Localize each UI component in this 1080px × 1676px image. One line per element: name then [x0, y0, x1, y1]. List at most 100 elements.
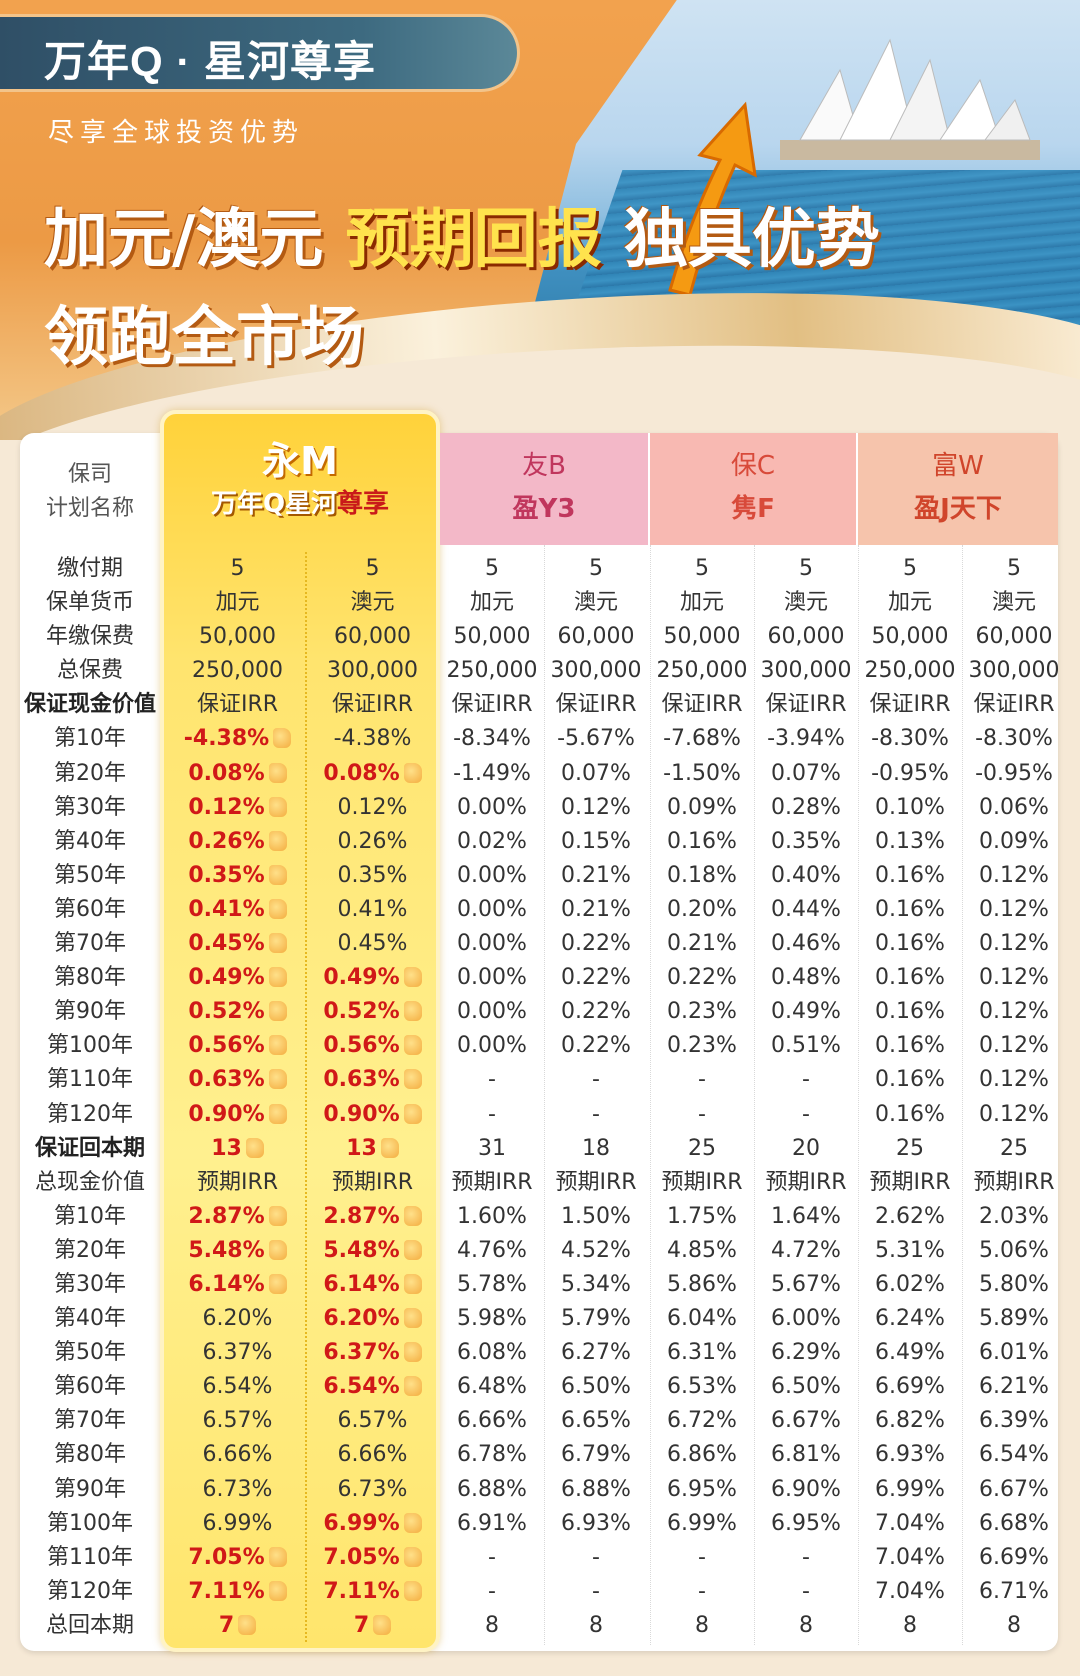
- table-cell: 6.66%: [170, 1438, 305, 1472]
- thumbs-up-icon: [268, 1035, 287, 1056]
- cell-value: 8: [695, 1612, 709, 1638]
- cell-value: 6.78%: [457, 1442, 527, 1468]
- thumbs-up-icon: [268, 898, 287, 919]
- table-cell: 保证IRR: [305, 688, 440, 722]
- cell-value: 7: [218, 1612, 235, 1638]
- cell-value: 60,000: [975, 624, 1053, 650]
- row-label: 保证现金价值: [23, 692, 156, 718]
- thumbs-up-icon: [403, 1342, 422, 1363]
- cell-value: 8: [903, 1612, 917, 1638]
- table-cell: 0.22%: [544, 995, 648, 1029]
- table-cell: 0.22%: [650, 961, 754, 995]
- table-cell: 6.39%: [962, 1404, 1066, 1438]
- thumbs-up-icon: [403, 1103, 422, 1124]
- corner-label-plan: 计划名称: [45, 496, 134, 521]
- table-cell: 6.81%: [754, 1438, 858, 1472]
- cell-value: 6.20%: [323, 1306, 400, 1332]
- row-label: 第90年: [54, 1476, 126, 1502]
- thumbs-up-icon: [268, 762, 287, 783]
- table-row: 第10年 2.87% 2.87% 1.60% 1.50% 1.75% 1.64% 2.62% 2…: [20, 1200, 1058, 1234]
- table-cell: 5.31%: [858, 1234, 962, 1268]
- table-cell: -: [544, 1541, 648, 1575]
- thumbs-up-icon: [268, 1239, 287, 1260]
- cell-value: -: [488, 1544, 496, 1570]
- table-cell: 6.82%: [858, 1404, 962, 1438]
- table-cell: 0.08%: [305, 757, 440, 791]
- table-cell: 6.54%: [962, 1438, 1066, 1472]
- cell-value: 6.49%: [875, 1340, 945, 1366]
- cell-value: 0.07%: [771, 760, 841, 786]
- column-header-company-b: 友B 盈Y3: [440, 433, 648, 545]
- cell-value: 澳元: [350, 590, 395, 616]
- table-cell: -4.38%: [305, 722, 440, 756]
- table-cell: -1.49%: [440, 757, 544, 791]
- row-label: 第70年: [54, 1408, 126, 1434]
- table-row: 第30年 0.12% 0.12% 0.00% 0.12% 0.09% 0.28% 0.10% 0…: [20, 791, 1058, 825]
- row-label: 保单货币: [45, 590, 134, 616]
- table-cell: 0.40%: [754, 859, 858, 893]
- table-cell: 8: [962, 1609, 1066, 1643]
- table-cell: 6.93%: [544, 1507, 648, 1541]
- cell-value: 2.03%: [979, 1203, 1049, 1229]
- plan-name-emphasis: 尊享: [337, 489, 390, 519]
- cell-value: -4.38%: [183, 726, 270, 752]
- cell-value: 0.16%: [875, 1101, 945, 1127]
- cell-value: 2.62%: [875, 1203, 945, 1229]
- company-name: 友B: [522, 451, 566, 481]
- featured-column-highlight: [160, 410, 440, 1652]
- cell-value: 50,000: [199, 624, 276, 650]
- cell-value: -: [698, 1544, 706, 1570]
- table-cell: 澳元: [544, 586, 648, 620]
- table-cell: 6.69%: [858, 1370, 962, 1404]
- plan-name: 隽F: [731, 494, 775, 524]
- cell-value: 保证IRR: [661, 692, 743, 718]
- row-label: 第120年: [47, 1578, 133, 1604]
- thumbs-up-icon: [403, 1205, 422, 1226]
- cell-value: 250,000: [446, 658, 538, 684]
- cell-value: 0.26%: [188, 828, 265, 854]
- cell-value: 0.18%: [667, 862, 737, 888]
- company-name: 永M: [262, 439, 338, 483]
- cell-value: 5.31%: [875, 1237, 945, 1263]
- table-cell: 6.69%: [962, 1541, 1066, 1575]
- table-cell: 5: [858, 552, 962, 586]
- table-cell: 0.16%: [858, 893, 962, 927]
- cell-value: 0.16%: [667, 828, 737, 854]
- table-cell: -: [544, 1063, 648, 1097]
- table-cell: 250,000: [440, 654, 544, 688]
- table-cell: 0.12%: [962, 995, 1066, 1029]
- table-cell: 6.24%: [858, 1302, 962, 1336]
- cell-value: 保证IRR: [451, 692, 533, 718]
- table-cell: 6.99%: [170, 1507, 305, 1541]
- table-cell: 50,000: [440, 620, 544, 654]
- table-cell: 6.71%: [962, 1575, 1066, 1609]
- cell-value: 0.16%: [875, 1067, 945, 1093]
- table-cell: 保证IRR: [754, 688, 858, 722]
- cell-value: 5: [903, 556, 917, 581]
- table-cell: 6.88%: [544, 1473, 648, 1507]
- cell-value: 5.98%: [457, 1306, 527, 1332]
- cell-value: 0.16%: [875, 896, 945, 922]
- cell-value: 0.00%: [457, 896, 527, 922]
- cell-value: 6.93%: [875, 1442, 945, 1468]
- thumbs-up-icon: [403, 1546, 422, 1567]
- table-cell: 0.12%: [962, 927, 1066, 961]
- table-cell: 0.16%: [858, 995, 962, 1029]
- cell-value: 7.04%: [875, 1544, 945, 1570]
- table-cell: -: [544, 1098, 648, 1132]
- cell-value: 0.90%: [323, 1101, 400, 1127]
- cell-value: 7.05%: [323, 1544, 400, 1570]
- cell-value: 7.04%: [875, 1510, 945, 1536]
- table-cell: -: [440, 1575, 544, 1609]
- table-cell: 13: [170, 1132, 305, 1166]
- table-cell: 0.49%: [754, 995, 858, 1029]
- table-cell: 0.52%: [305, 995, 440, 1029]
- cell-value: 1.60%: [457, 1203, 527, 1229]
- table-cell: 6.99%: [858, 1473, 962, 1507]
- table-cell: 4.72%: [754, 1234, 858, 1268]
- cell-value: 6.31%: [667, 1340, 737, 1366]
- headline-part2: 独具优势: [601, 203, 880, 277]
- table-cell: 0.12%: [962, 1098, 1066, 1132]
- cell-value: 保证IRR: [869, 692, 951, 718]
- table-cell: 保证IRR: [440, 688, 544, 722]
